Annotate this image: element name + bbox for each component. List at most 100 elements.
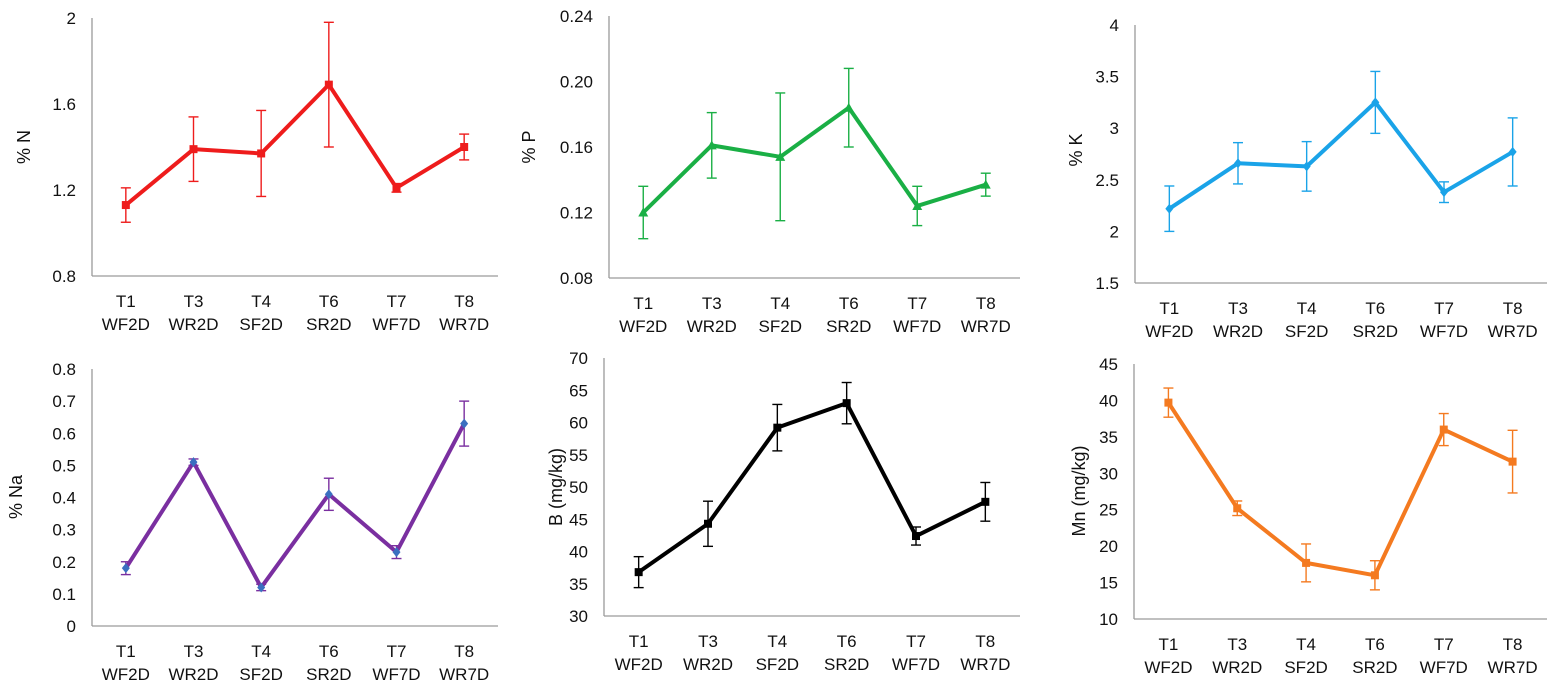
data-point: [912, 532, 920, 541]
data-point: [1370, 571, 1379, 580]
x-tick-label: T7: [907, 294, 927, 313]
chart-panel-4: 0 0.1 0.2 0.3 0.4 0.5 0.6 0.7 0.8 T1 WF2D T3 WR2D T4 S…: [6, 360, 498, 684]
chart-panel-5: 30 35 40 45 50 55 60 65 70 T1 WF2D T3 WR2D T4 SF2D T6 SR…: [546, 349, 1020, 674]
x-tick-label: T1: [629, 632, 649, 651]
y-tick-label: 0.1: [52, 585, 76, 604]
x-tick-label: WR7D: [1488, 322, 1538, 341]
y-tick-label: 1.5: [1095, 274, 1119, 293]
y-tick-label: 60: [569, 414, 588, 433]
y-tick-label: 0.7: [52, 392, 76, 411]
x-tick-label: WF7D: [893, 317, 941, 336]
data-point: [121, 563, 130, 574]
x-tick-label: T8: [1503, 299, 1523, 318]
chart-panel-3: 1.5 2 2.5 3 3.5 4 T1 WF2D T3 WR2D T4 SF2D T6 SR2D T7 WF…: [1066, 16, 1547, 341]
series-line: [1167, 100, 1515, 211]
y-tick-label: 0.3: [52, 521, 76, 540]
data-point: [189, 145, 198, 154]
x-tick-label: WF7D: [1420, 658, 1468, 677]
y-tick-label: 35: [1099, 428, 1118, 447]
data-point: [1508, 457, 1517, 466]
data-point: [773, 423, 782, 432]
x-tick-label: WR2D: [1212, 658, 1262, 677]
x-tick-label: T8: [975, 632, 995, 651]
y-tick-label: 35: [569, 575, 588, 594]
y-tick-label: 40: [569, 543, 588, 562]
data-point: [257, 149, 266, 158]
y-tick-label: 0.24: [560, 7, 593, 26]
series-line: [123, 82, 467, 208]
series-line: [1166, 400, 1515, 578]
x-tick-label: T1: [116, 642, 136, 661]
x-tick-label: T8: [454, 292, 474, 311]
y-tick-label: 0.12: [560, 204, 593, 223]
y-tick-label: 40: [1099, 391, 1118, 410]
y-tick-label: 0.20: [560, 73, 593, 92]
y-tick-label: 0.16: [560, 138, 593, 157]
x-tick-label: T3: [184, 292, 204, 311]
y-tick-label: 55: [569, 446, 588, 465]
data-point: [257, 582, 266, 593]
data-point: [843, 102, 854, 112]
data-point: [324, 80, 333, 89]
x-tick-label: T1: [633, 294, 653, 313]
x-tick-label: WF7D: [892, 655, 940, 674]
data-point: [1508, 146, 1517, 157]
x-tick-label: T4: [1296, 635, 1316, 654]
y-tick-label: 2: [1110, 222, 1119, 241]
x-tick-label: WR2D: [168, 665, 218, 684]
y-tick-label: 45: [1099, 355, 1118, 374]
y-tick-label: 0.5: [52, 456, 76, 475]
x-tick-label: WF2D: [102, 665, 150, 684]
x-tick-label: WR7D: [960, 655, 1010, 674]
y-tick-label: 65: [569, 381, 588, 400]
series-line: [641, 105, 988, 215]
x-tick-label: WR2D: [687, 317, 737, 336]
x-tick-label: SF2D: [239, 315, 282, 334]
data-point: [460, 418, 469, 429]
data-point: [1234, 158, 1242, 169]
series-line: [123, 421, 467, 590]
x-tick-label: SR2D: [824, 655, 869, 674]
x-tick-label: T4: [251, 292, 271, 311]
y-tick-label: 20: [1099, 537, 1118, 556]
x-tick-label: T3: [698, 632, 718, 651]
y-tick-label: 0.8: [52, 360, 76, 379]
data-point: [775, 151, 786, 161]
data-point: [392, 547, 401, 558]
data-point: [1164, 398, 1173, 407]
x-tick-label: WR2D: [683, 655, 733, 674]
data-point: [121, 201, 130, 210]
x-tick-label: WF2D: [102, 315, 150, 334]
x-tick-label: SF2D: [239, 665, 282, 684]
x-tick-label: T4: [251, 642, 271, 661]
y-tick-label: 30: [569, 607, 588, 626]
x-tick-label: T3: [184, 642, 204, 661]
x-tick-label: WR7D: [439, 315, 489, 334]
x-tick-label: T6: [839, 294, 859, 313]
y-axis-label: % N: [14, 130, 34, 164]
y-tick-label: 25: [1099, 501, 1118, 520]
x-tick-label: T6: [1365, 635, 1385, 654]
x-tick-label: SR2D: [306, 665, 351, 684]
x-tick-label: WF2D: [615, 655, 663, 674]
x-tick-label: WF2D: [1145, 322, 1193, 341]
y-tick-label: 1.6: [52, 95, 76, 114]
data-point: [1233, 504, 1242, 513]
x-tick-label: WF7D: [372, 315, 420, 334]
x-tick-label: T3: [1228, 299, 1248, 318]
data-point: [1439, 425, 1448, 434]
x-tick-label: WF2D: [619, 317, 667, 336]
x-tick-label: T1: [1158, 635, 1178, 654]
chart-panel-2: 0.08 0.12 0.16 0.20 0.24 T1 WF2D T3 WR2D T4 SF2D T6…: [519, 7, 1020, 336]
data-point: [1302, 558, 1311, 567]
x-tick-label: T7: [1434, 635, 1454, 654]
x-tick-label: SF2D: [1284, 658, 1327, 677]
x-tick-label: WF7D: [1420, 322, 1468, 341]
x-tick-label: SR2D: [826, 317, 871, 336]
data-point: [981, 497, 990, 506]
y-tick-label: 50: [569, 478, 588, 497]
y-tick-label: 2.5: [1095, 171, 1119, 190]
y-axis-label: Mn (mg/kg): [1069, 445, 1089, 536]
x-tick-label: T1: [116, 292, 136, 311]
